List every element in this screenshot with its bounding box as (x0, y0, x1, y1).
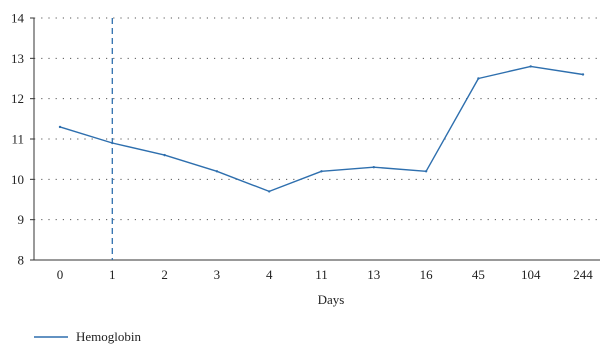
y-tick-label-11: 11 (11, 132, 24, 147)
data-point-2 (163, 153, 166, 157)
y-tick-label-10: 10 (11, 172, 24, 187)
y-tick-label-13: 13 (11, 51, 24, 66)
data-point-4 (268, 190, 271, 193)
x-tick-label-45: 45 (472, 267, 485, 282)
data-point-13 (372, 166, 375, 169)
x-tick-label-1: 1 (109, 267, 116, 282)
x-tick-label-4: 4 (266, 267, 273, 282)
data-point-104 (529, 65, 532, 68)
y-tick-label-8: 8 (18, 253, 25, 268)
data-point-45 (477, 77, 480, 80)
data-point-3 (215, 170, 219, 173)
y-tick-label-12: 12 (11, 91, 24, 106)
data-point-1 (111, 141, 114, 145)
x-tick-label-104: 104 (521, 267, 541, 282)
grid-layer (34, 17, 600, 221)
x-tick-label-0: 0 (57, 267, 64, 282)
x-tick-label-13: 13 (367, 267, 380, 282)
y-tick-label-14: 14 (11, 11, 25, 26)
x-tick-label-244: 244 (573, 267, 593, 282)
x-axis-title: Days (318, 292, 345, 307)
data-point-0 (58, 125, 62, 129)
data-point-11 (320, 170, 323, 173)
x-tick-label-11: 11 (315, 267, 328, 282)
x-tick-label-2: 2 (161, 267, 168, 282)
y-tick-label-9: 9 (18, 212, 25, 227)
x-tick-label-16: 16 (420, 267, 434, 282)
legend: Hemoglobin (34, 329, 141, 344)
data-point-16 (424, 170, 428, 173)
data-point-244 (581, 73, 585, 76)
legend-label-hemoglobin: Hemoglobin (76, 329, 141, 344)
series-layer (58, 65, 585, 193)
series-line-hemoglobin (59, 65, 584, 193)
axes-layer (30, 17, 600, 261)
x-tick-label-3: 3 (214, 267, 221, 282)
